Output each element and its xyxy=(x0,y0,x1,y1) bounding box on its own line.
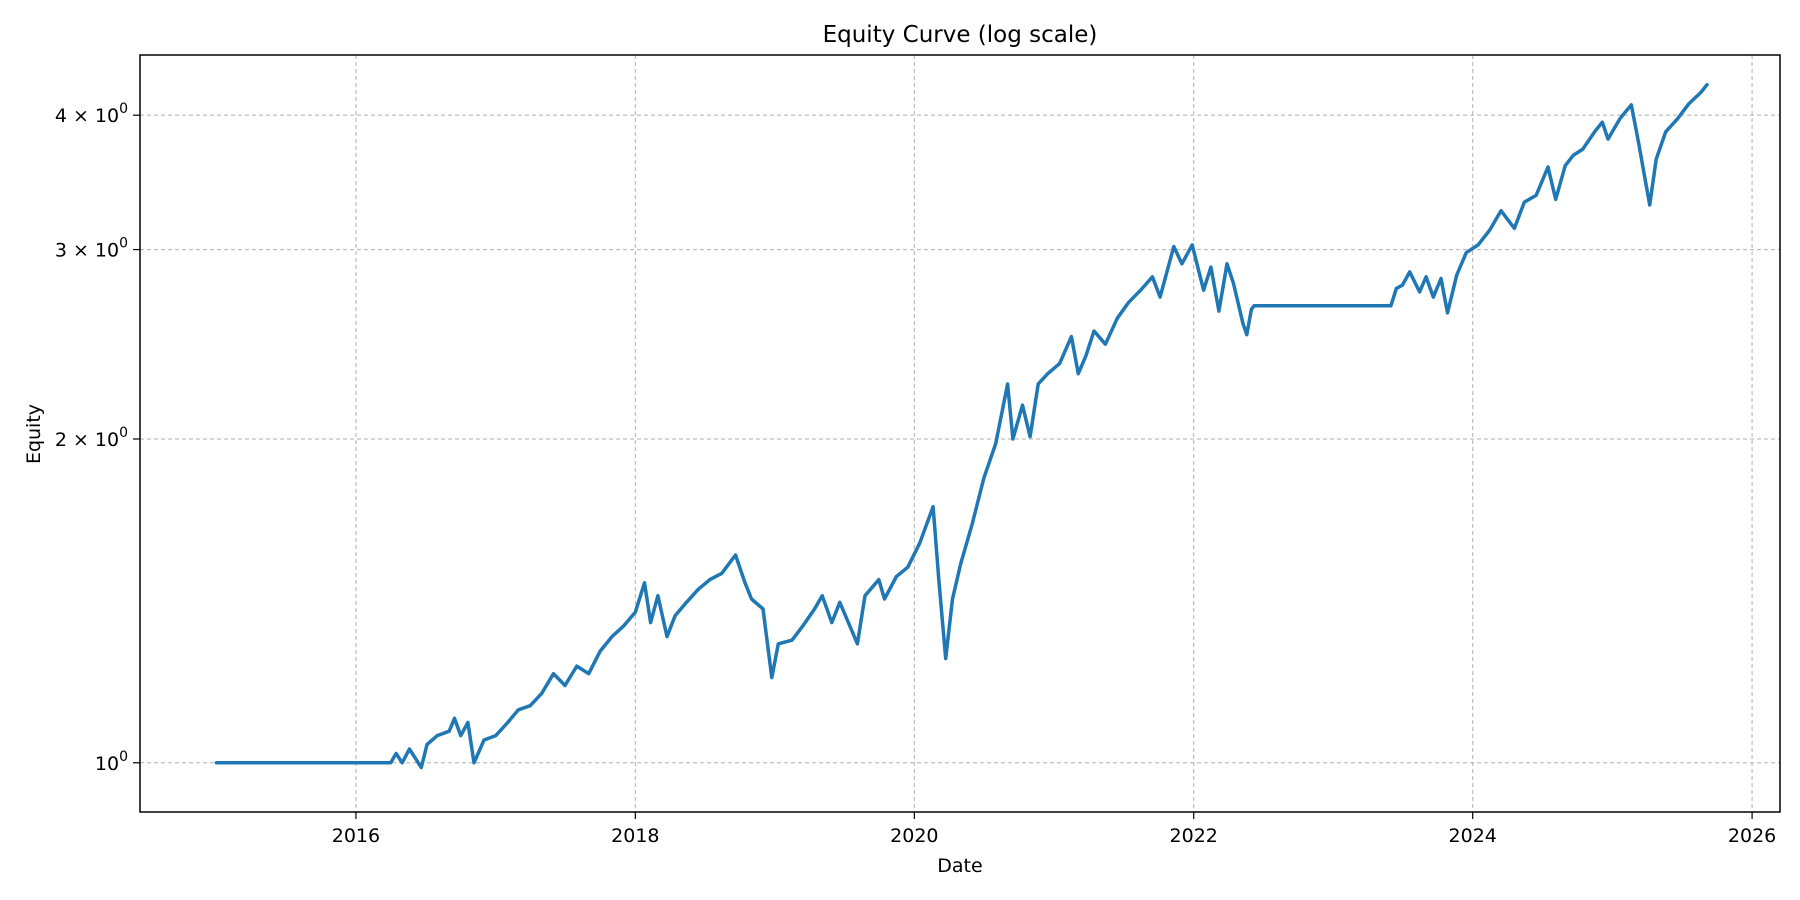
x-tick-label: 2018 xyxy=(611,825,659,847)
y-tick-exponent: 0 xyxy=(119,425,128,441)
y-tick-base: 4 × 10 xyxy=(55,105,119,127)
x-tick-label: 2020 xyxy=(890,825,938,847)
y-tick-label: 3 × 100 xyxy=(55,236,128,262)
x-tick-label: 2026 xyxy=(1728,825,1776,847)
y-axis-label: Equity xyxy=(23,404,45,464)
plot-frame xyxy=(139,54,1781,813)
y-tick-exponent: 0 xyxy=(119,101,128,117)
grid-layer xyxy=(140,55,1780,812)
y-tick-base: 2 × 10 xyxy=(55,429,119,451)
x-tick-label: 2016 xyxy=(332,825,380,847)
x-tick-label: 2022 xyxy=(1170,825,1218,847)
x-tick-label: 2024 xyxy=(1449,825,1497,847)
y-tick-label: 4 × 100 xyxy=(55,101,128,127)
series-layer xyxy=(214,82,1709,770)
chart-title: Equity Curve (log scale) xyxy=(823,22,1098,48)
y-tick-base: 10 xyxy=(95,753,119,775)
y-tick-exponent: 0 xyxy=(119,749,128,765)
equity-series-line xyxy=(214,82,1709,770)
x-axis-label: Date xyxy=(937,855,982,877)
y-tick-label: 2 × 100 xyxy=(55,425,128,451)
y-tick-label: 100 xyxy=(95,749,128,775)
y-tick-base: 3 × 10 xyxy=(55,240,119,262)
y-tick-exponent: 0 xyxy=(119,236,128,252)
